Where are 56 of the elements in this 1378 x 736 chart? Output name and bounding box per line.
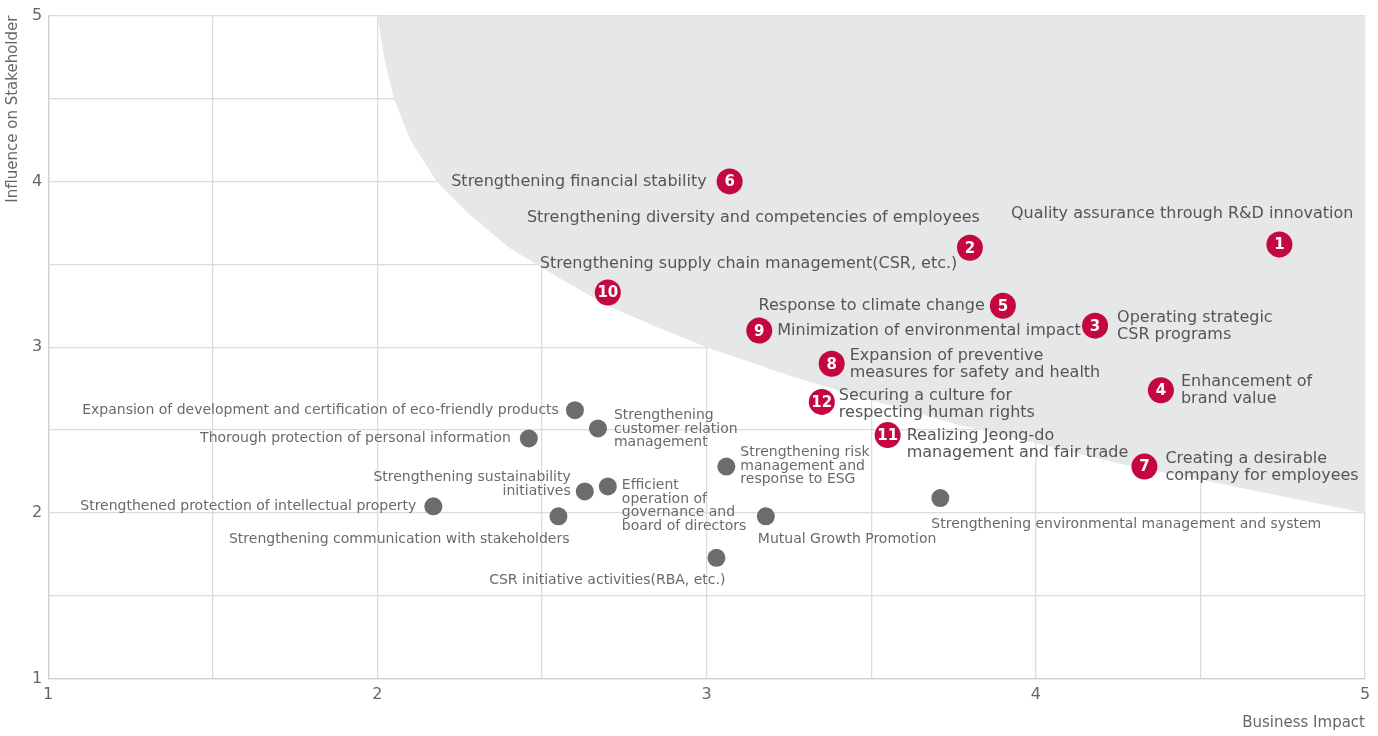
x-tick-label: 5	[1359, 683, 1371, 703]
annotation: 12	[811, 392, 833, 411]
point	[575, 482, 594, 501]
annotation: 11	[877, 425, 899, 444]
y-tick-label: 3	[31, 336, 43, 356]
annotation: 5	[997, 296, 1009, 315]
annotation: Operating strategic CSR programs	[1117, 306, 1273, 343]
annotation: Response to climate change	[758, 294, 985, 314]
annotation: 10	[597, 283, 619, 302]
annotation: Expansion of development and certification of eco-friendly products	[82, 400, 559, 417]
x-tick-label: 2	[372, 683, 383, 703]
annotation: 9	[754, 321, 765, 340]
annotation: Securing a culture for respecting human rights	[838, 385, 1035, 422]
point	[931, 489, 950, 508]
point	[717, 457, 736, 476]
annotation: Enhancement of brand value	[1180, 371, 1313, 408]
point	[549, 507, 568, 526]
point	[707, 548, 726, 567]
annotation: Quality assurance through R&D innovation	[1010, 202, 1354, 222]
annotation: 6	[724, 172, 735, 191]
annotation: Minimization of environmental impact	[777, 319, 1081, 339]
annotation: Creating a desirable company for employees	[1165, 447, 1359, 484]
annotation: Expansion of preventive measures for safety and health	[849, 344, 1101, 381]
annotation: Strengthening risk management and response to ESG	[740, 443, 871, 487]
y-axis-title: Influence on Stakeholder	[2, 14, 21, 203]
point	[519, 429, 538, 448]
annotation: Strengthening communication with stakeholders	[228, 529, 570, 546]
annotation: Strengthened protection of intellectual property	[80, 497, 417, 514]
annotation: Strengthening diversity and competencies of employees	[526, 206, 980, 226]
annotation: 4	[1155, 381, 1167, 400]
annotation: 2	[964, 238, 976, 257]
y-tick-label: 5	[31, 4, 43, 24]
y-tick-label: 2	[31, 502, 43, 522]
y-tick-label: 1	[31, 667, 43, 687]
point	[424, 497, 443, 516]
point	[598, 477, 617, 496]
annotation: Strengthening customer relation management	[613, 406, 738, 450]
annotation: Strengthening supply chain management(CSR, etc.)	[539, 252, 958, 272]
annotation: Mutual Growth Promotion	[757, 529, 937, 546]
annotation: Strengthening financial stability	[451, 170, 707, 190]
y-tick-label: 4	[31, 170, 43, 190]
point	[756, 507, 775, 526]
point	[588, 419, 607, 438]
x-axis-title: Business Impact	[1242, 712, 1366, 731]
annotation: Strengthening environmental management and system	[931, 514, 1322, 531]
annotation: Thorough protection of personal information	[199, 429, 511, 446]
x-tick-label: 4	[1030, 683, 1041, 703]
point	[565, 401, 584, 420]
annotation: CSR initiative activities(RBA, etc.)	[489, 571, 726, 588]
annotation: 1	[1274, 235, 1285, 254]
annotation: Strengthening sustainability initiatives	[373, 468, 571, 498]
annotation: 3	[1089, 316, 1101, 335]
annotation: Realizing Jeong-do management and fair trade	[906, 425, 1129, 462]
annotation: 7	[1139, 457, 1150, 476]
x-tick-label: 3	[701, 683, 712, 703]
annotation: 8	[826, 354, 837, 373]
